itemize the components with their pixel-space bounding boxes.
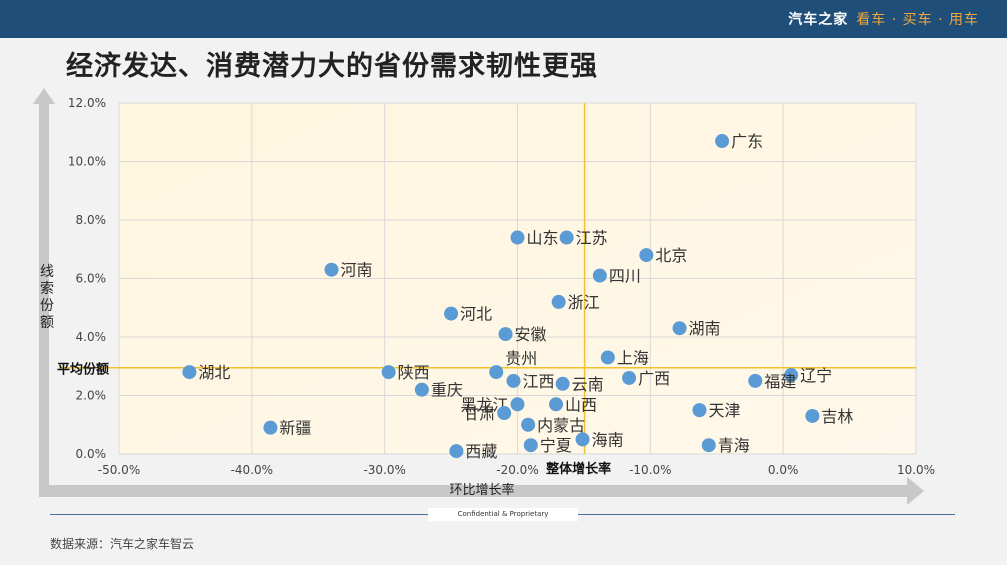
point-label: 湖南	[689, 319, 721, 338]
data-point	[551, 294, 566, 309]
point-label: 海南	[592, 430, 624, 449]
point-label: 四川	[609, 267, 641, 286]
data-point	[498, 327, 513, 342]
brand-tagline: 看车 · 买车 · 用车	[856, 12, 979, 28]
data-point	[523, 438, 538, 453]
avg-share-label: 平均份额	[57, 362, 109, 378]
data-point	[575, 432, 590, 447]
point-label: 安徽	[515, 325, 547, 344]
y-tick-label: 10.0%	[68, 155, 106, 169]
point-label: 天津	[708, 401, 740, 420]
data-point	[510, 230, 525, 245]
y-tick-label: 4.0%	[76, 330, 107, 344]
point-label: 北京	[655, 246, 687, 265]
point-label: 宁夏	[540, 436, 572, 455]
data-point	[489, 365, 504, 380]
data-point	[555, 376, 570, 391]
point-label: 西藏	[465, 442, 497, 461]
gridlines	[118, 102, 917, 455]
x-tick-label: -40.0%	[231, 463, 273, 477]
x-tick-label: -20.0%	[496, 463, 538, 477]
data-point	[263, 420, 278, 435]
y-tick-label: 8.0%	[76, 213, 107, 227]
point-label: 河南	[341, 261, 373, 280]
confidential-label: Confidential & Proprietary	[428, 508, 578, 521]
point-label: 内蒙古	[537, 416, 585, 435]
data-point	[639, 248, 654, 263]
data-point	[381, 365, 396, 380]
point-label: 江西	[523, 372, 555, 391]
y-tick-label: 0.0%	[76, 447, 107, 461]
data-point	[592, 268, 607, 283]
point-label: 山西	[565, 395, 597, 414]
x-axis-label: 环比增长率	[449, 482, 514, 498]
data-point	[497, 406, 512, 421]
data-point	[521, 417, 536, 432]
tick-labels: -50.0% -40.0% -30.0% -20.0% -10.0% 0.0% 10.0% 0…	[68, 96, 935, 477]
y-axis-arrow-shaft	[39, 101, 49, 497]
y-tick-label: 6.0%	[76, 272, 107, 286]
data-point	[701, 438, 716, 453]
data-point	[748, 373, 763, 388]
data-source: 数据来源：汽车之家车智云	[50, 537, 195, 551]
data-point	[182, 365, 197, 380]
data-point	[506, 373, 521, 388]
data-point	[600, 350, 615, 365]
point-label: 江苏	[576, 229, 608, 248]
x-tick-label: 0.0%	[768, 463, 799, 477]
x-axis-arrow-shaft	[39, 485, 909, 497]
point-label: 山东	[527, 229, 559, 248]
point-label: 重庆	[431, 381, 463, 400]
page-title: 经济发达、消费潜力大的省份需求韧性更强	[66, 51, 598, 82]
point-label: 河北	[460, 305, 492, 324]
data-point	[414, 382, 429, 397]
y-tick-label: 2.0%	[76, 389, 107, 403]
data-point	[715, 134, 730, 149]
header-bar: 汽车之家 看车 · 买车 · 用车	[0, 0, 1007, 38]
brand-name: 汽车之家	[788, 12, 849, 28]
data-point	[622, 370, 637, 385]
y-axis-label: 线索份额	[40, 264, 54, 331]
data-point	[692, 403, 707, 418]
brand-logo: 汽车之家 看车 · 买车 · 用车	[788, 9, 979, 29]
data-point	[805, 408, 820, 423]
x-tick-label: -10.0%	[629, 463, 671, 477]
data-point	[449, 444, 464, 459]
point-label: 吉林	[821, 407, 853, 426]
data-point	[510, 397, 525, 412]
point-label: 福建	[764, 372, 796, 391]
x-tick-label: -30.0%	[363, 463, 405, 477]
point-label: 青海	[718, 436, 750, 455]
reference-lines: 整体增长率 平均份额	[57, 103, 916, 477]
point-label: 黑龙江	[460, 395, 508, 414]
point-label: 甘肃	[463, 404, 495, 423]
point-label: 广东	[731, 132, 763, 151]
y-axis-arrow-head	[33, 88, 55, 104]
avg-growth-label: 整体增长率	[545, 461, 611, 477]
point-label: 贵州	[505, 349, 537, 368]
point-label: 新疆	[279, 419, 311, 438]
point-label: 上海	[617, 348, 649, 367]
point-label: 浙江	[568, 293, 600, 312]
data-point	[549, 397, 564, 412]
data-point	[559, 230, 574, 245]
point-label: 广西	[638, 369, 670, 388]
x-tick-label: -50.0%	[98, 463, 140, 477]
data-point	[672, 321, 687, 336]
y-tick-label: 12.0%	[68, 96, 106, 110]
point-label: 云南	[572, 375, 604, 394]
point-label: 陕西	[398, 363, 430, 382]
x-axis-arrow-head	[907, 477, 924, 505]
x-tick-label: 10.0%	[897, 463, 935, 477]
point-label: 辽宁	[800, 366, 832, 385]
data-point	[444, 306, 459, 321]
data-point	[324, 262, 339, 277]
data-point	[784, 368, 799, 383]
point-label: 湖北	[198, 363, 230, 382]
